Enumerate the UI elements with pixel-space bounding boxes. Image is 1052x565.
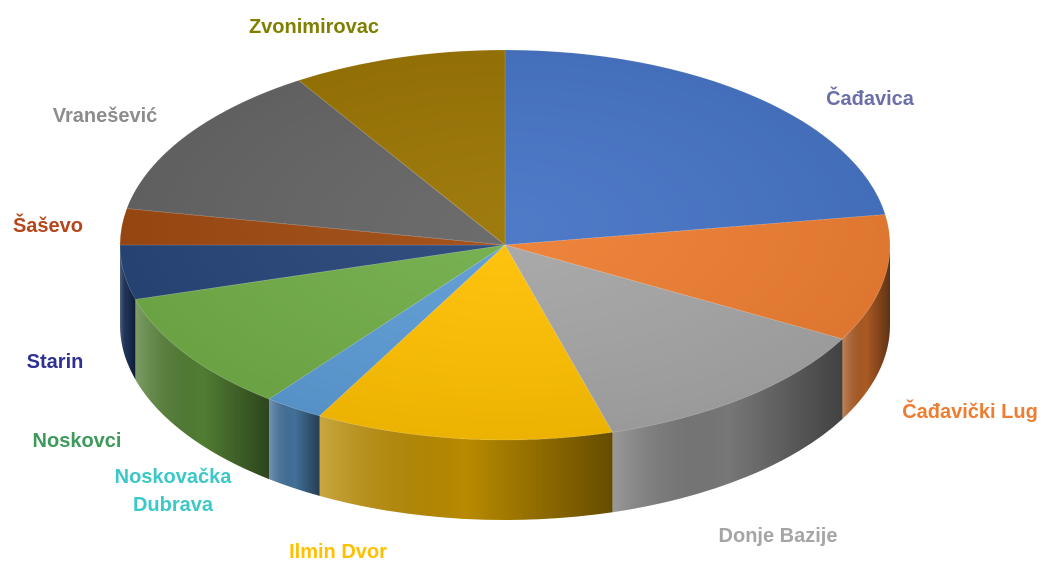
pie-label-5: Noskovci — [33, 430, 122, 452]
pie-side-shade-6 — [120, 245, 136, 380]
pie-label-8: Vranešević — [53, 105, 158, 127]
pie-label-0: Čađavica — [826, 86, 915, 110]
pie-sides — [120, 245, 890, 520]
pie-label-9: Zvonimirovac — [249, 16, 379, 38]
pie-side-shade-2 — [612, 338, 843, 513]
pie-label-4: Noskovačka Dubrava — [115, 466, 233, 516]
pie-side-shade-5 — [135, 299, 270, 480]
pie-labels: Čađavica Čađavički Lug Donje Bazije Ilmin D… — [13, 16, 1038, 563]
pie-tops — [119, 49, 891, 441]
pie-label-1: Čađavički Lug — [902, 399, 1038, 423]
pie-side-shade-1 — [842, 245, 890, 419]
pie-label-2: Donje Bazije — [719, 525, 838, 547]
pie-label-3: Ilmin Dvor — [289, 541, 387, 563]
pie-side-shade-4 — [269, 399, 320, 496]
pie-shine — [120, 50, 890, 440]
pie-label-7: Šaševo — [13, 213, 83, 237]
pie-side-shade-3 — [319, 415, 613, 520]
pie-label-6: Starin — [27, 351, 84, 373]
